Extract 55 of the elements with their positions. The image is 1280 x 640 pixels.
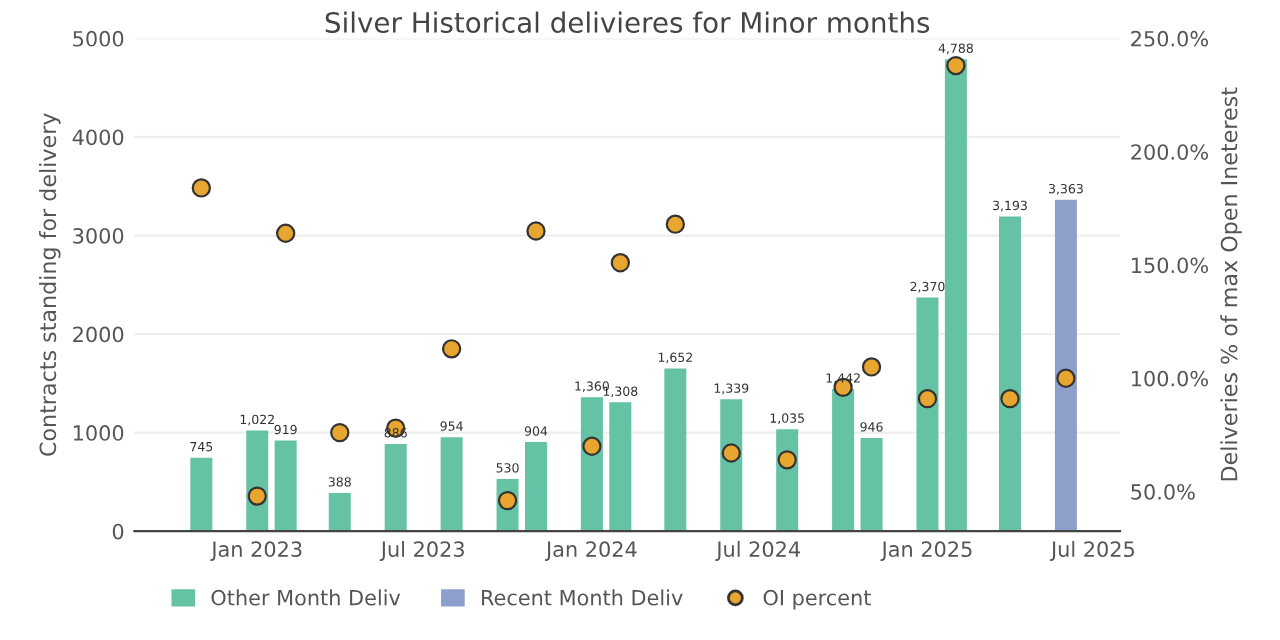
point	[247, 486, 267, 506]
y2-tick-label: 150.0%	[1132, 257, 1209, 274]
point	[1056, 368, 1076, 388]
bar	[664, 368, 687, 532]
y2-tick-label: 50.0%	[1131, 484, 1195, 500]
y-tick-label: 1000	[73, 425, 124, 441]
bar	[328, 492, 351, 532]
chart-title: Silver Historical delivieres for Minor months	[325, 11, 930, 34]
x-tick-label: Jul 2024	[715, 540, 800, 561]
x-tick-label: Jan 2023	[210, 541, 302, 561]
x-tick-label: Jul 2025	[1049, 540, 1134, 561]
point	[946, 55, 966, 76]
bar	[440, 437, 463, 532]
y2-tick-label: 250.0%	[1131, 30, 1209, 47]
bar	[860, 437, 883, 532]
bar	[916, 297, 939, 532]
bar	[190, 457, 213, 532]
point	[191, 178, 211, 198]
bar	[274, 440, 297, 532]
y-tick-label: 2000	[73, 326, 124, 343]
x-tick-label: Jul 2023	[379, 540, 464, 561]
y-axis-title: Contracts standing for delivery	[39, 113, 61, 456]
bar	[1054, 199, 1077, 532]
point	[1000, 388, 1020, 409]
point	[777, 450, 797, 470]
bar	[720, 399, 743, 532]
y-tick-label: 3000	[73, 227, 124, 244]
point	[665, 214, 686, 234]
bar	[580, 397, 603, 532]
legend-label: Other Month Deliv	[211, 589, 401, 606]
point	[582, 436, 602, 456]
bar	[944, 59, 967, 532]
bar	[384, 443, 407, 532]
point	[610, 253, 630, 273]
y-tick-label: 4000	[72, 129, 124, 146]
point	[330, 422, 350, 443]
point	[441, 339, 462, 359]
point	[276, 223, 296, 243]
bar	[609, 402, 632, 532]
x-tick-label: Jan 2025	[880, 541, 972, 561]
point	[861, 357, 882, 377]
bar	[998, 216, 1021, 532]
y-tick-label: 0	[112, 523, 124, 540]
point	[721, 443, 741, 463]
bar	[524, 442, 547, 532]
legend-label: OI percent	[763, 589, 871, 610]
point	[526, 221, 546, 241]
x-tick-label: Jan 2024	[544, 541, 637, 561]
y2-tick-label: 200.0%	[1131, 144, 1209, 160]
legend-label: Recent Month Deliv	[482, 589, 683, 606]
y-tick-label: 5000	[73, 30, 124, 47]
y2-axis-title: Deliveries % of max Open Ineterest	[1220, 87, 1242, 481]
y2-tick-label: 100.0%	[1132, 370, 1209, 387]
bar	[832, 389, 855, 532]
point	[917, 388, 938, 409]
